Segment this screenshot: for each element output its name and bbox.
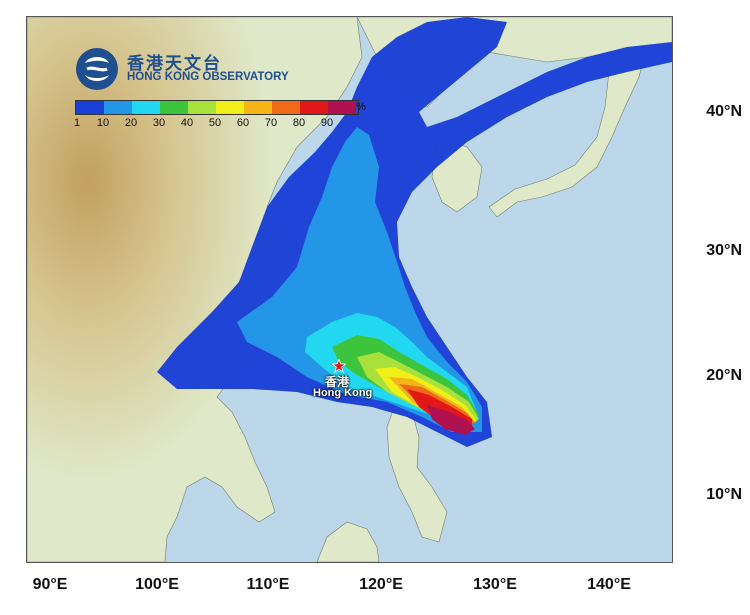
legend-swatch-50: [216, 101, 244, 114]
legend-swatch-20: [132, 101, 160, 114]
legend-tick-90: 90: [320, 117, 334, 129]
legend-swatch-40: [188, 101, 216, 114]
legend-tick-30: 30: [152, 117, 166, 129]
legend-swatch-1: [76, 101, 104, 114]
strike-probability-map: [27, 17, 672, 562]
legend-tick-80: 80: [292, 117, 306, 129]
lat-label-10: 10°N: [706, 486, 742, 503]
borneo-island: [316, 521, 380, 562]
lon-label-100: 100°E: [135, 576, 179, 593]
lon-label-110: 110°E: [246, 576, 290, 593]
legend-tick-40: 40: [180, 117, 194, 129]
legend-tick-60: 60: [236, 117, 250, 129]
hko-logo: 香港天文台 HONG KONG OBSERVATORY: [75, 47, 305, 92]
legend-tick-10: 10: [96, 117, 110, 129]
red-star-icon: [332, 359, 346, 373]
legend-swatch-90: [328, 101, 356, 114]
legend-tick-1: 1: [73, 117, 81, 129]
lat-label-20: 20°N: [706, 367, 742, 384]
legend-tick-20: 20: [124, 117, 138, 129]
lon-label-130: 130°E: [473, 576, 517, 593]
lat-label-30: 30°N: [706, 242, 742, 259]
legend-swatch-60: [244, 101, 272, 114]
hko-logo-icon: [76, 48, 118, 90]
hong-kong-label-zh: 香港: [325, 375, 350, 389]
lon-label-120: 120°E: [359, 576, 403, 593]
legend-tick-70: 70: [264, 117, 278, 129]
lon-label-90: 90°E: [32, 576, 68, 593]
lon-label-140: 140°E: [587, 576, 631, 593]
legend-unit: %: [356, 101, 366, 113]
legend-swatch-70: [272, 101, 300, 114]
legend-swatch-30: [160, 101, 188, 114]
legend-tick-50: 50: [208, 117, 222, 129]
legend-swatch-80: [300, 101, 328, 114]
probability-legend: 1 10 20 30 40 50 60 70 80 90%: [73, 100, 366, 129]
probability-band-90: [427, 405, 475, 435]
legend-swatch-10: [104, 101, 132, 114]
map-frame: 香港 Hong Kong 香港天文台 HONG KONG OBSERVATORY…: [26, 16, 673, 563]
lat-label-40: 40°N: [706, 103, 742, 120]
philippines-islands: [386, 404, 448, 543]
legend-tick-labels: 1 10 20 30 40 50 60 70 80 90%: [73, 101, 366, 129]
legend-color-bar: [75, 100, 359, 115]
hko-name-english: HONG KONG OBSERVATORY: [127, 71, 289, 83]
hko-name-chinese: 香港天文台: [127, 54, 222, 74]
hong-kong-label-en: Hong Kong: [313, 387, 373, 399]
